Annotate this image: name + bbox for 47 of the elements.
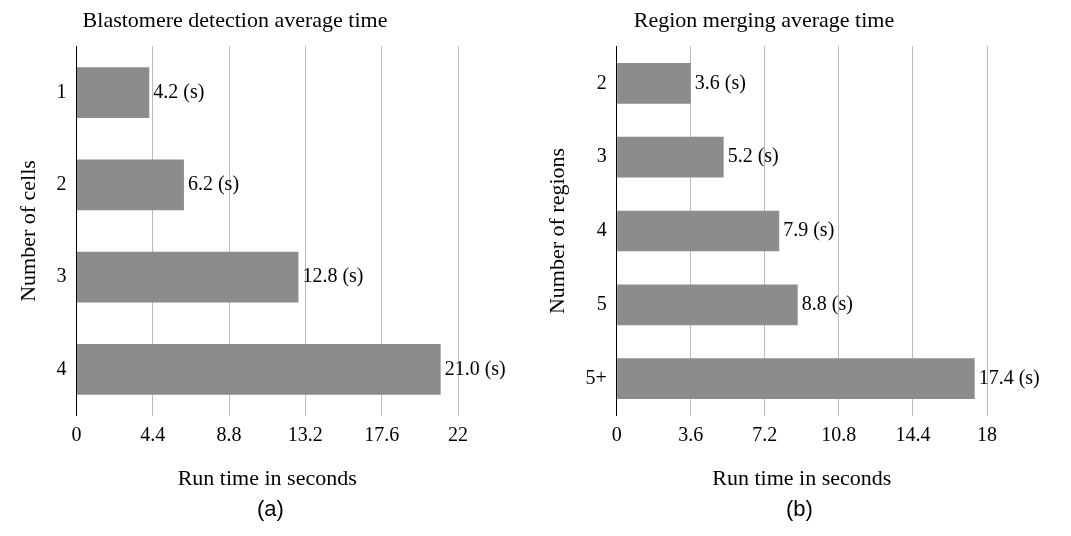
x-tick-label: 13.2 xyxy=(287,422,323,445)
data-label: 12.8 (s) xyxy=(302,264,364,288)
chart-title: Blastomere detection average time xyxy=(82,6,388,32)
bar xyxy=(76,67,150,118)
x-tick-label: 18 xyxy=(977,422,997,445)
text: (b) xyxy=(786,496,813,522)
bar xyxy=(76,344,441,395)
bar xyxy=(617,358,975,399)
y-tick-label: 2 xyxy=(596,70,607,93)
bar xyxy=(617,210,780,252)
x-tick-label: 22 xyxy=(448,422,468,445)
bar xyxy=(76,159,184,211)
x-tick-label: 0 xyxy=(71,422,82,445)
x-axis-title: Run time in seconds xyxy=(177,464,357,490)
y-tick-label: 3 xyxy=(56,264,67,287)
chart-title: Region merging average time xyxy=(633,6,895,32)
y-tick-label: 3 xyxy=(596,144,607,167)
data-label: 17.4 (s) xyxy=(978,365,1040,389)
y-tick-label: 1 xyxy=(56,79,67,102)
y-axis-title: Number of regions xyxy=(543,147,569,315)
x-tick-label: 10.8 xyxy=(821,422,857,445)
data-label: 4.2 (s) xyxy=(153,79,205,103)
text: (a) xyxy=(257,496,284,522)
y-tick-label: 2 xyxy=(56,172,67,195)
y-tick-label: 4 xyxy=(596,218,607,241)
data-label: 7.9 (s) xyxy=(783,218,835,242)
bar xyxy=(617,63,691,104)
data-label: 21.0 (s) xyxy=(444,356,506,380)
bar xyxy=(617,136,724,178)
x-tick-label: 0 xyxy=(611,422,622,445)
y-axis-title: Number of cells xyxy=(14,160,40,302)
bar xyxy=(617,284,798,326)
x-tick-label: 4.4 xyxy=(140,422,166,445)
x-tick-label: 3.6 xyxy=(678,422,704,445)
data-label: 6.2 (s) xyxy=(187,172,240,196)
data-label: 5.2 (s) xyxy=(727,144,779,168)
x-tick-label: 7.2 xyxy=(752,422,778,445)
x-axis-title: Run time in seconds xyxy=(712,464,892,490)
x-tick-label: 8.8 xyxy=(216,422,242,445)
data-label: 8.8 (s) xyxy=(801,292,853,316)
y-tick-label: 5 xyxy=(596,292,607,315)
x-tick-label: 14.4 xyxy=(895,422,931,445)
y-tick-label: 5+ xyxy=(585,365,607,388)
y-tick-label: 4 xyxy=(56,356,67,379)
bar xyxy=(76,251,299,303)
x-tick-label: 17.6 xyxy=(364,422,400,445)
data-label: 3.6 (s) xyxy=(694,70,746,94)
